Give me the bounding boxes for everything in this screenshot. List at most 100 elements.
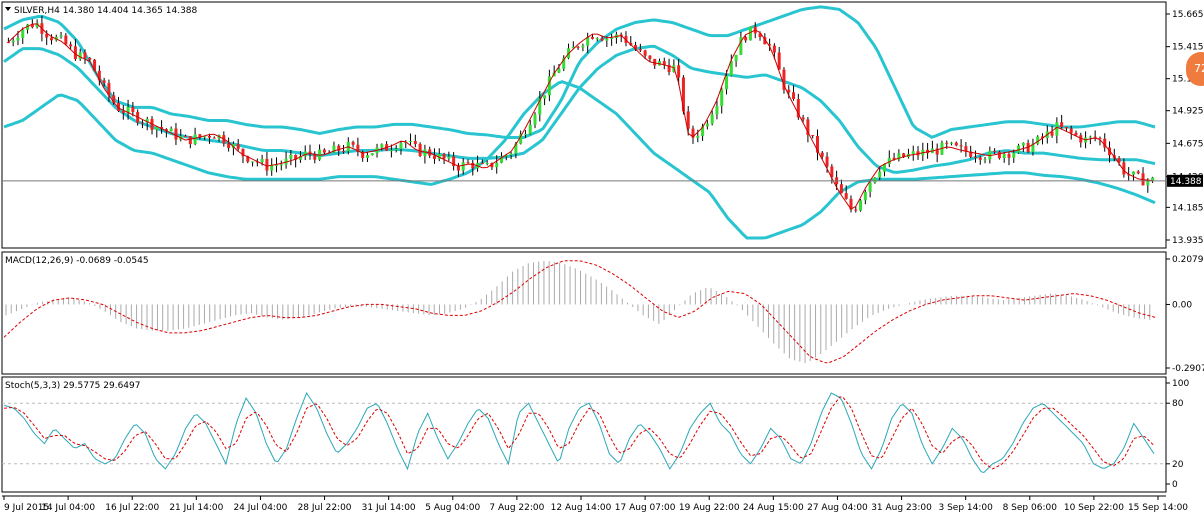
- candle-body: [667, 64, 671, 72]
- price-tick-label: 15.665: [1172, 10, 1204, 20]
- candle-body: [1060, 122, 1064, 128]
- current-price-label-bg: [1167, 174, 1203, 187]
- candle-body: [140, 122, 144, 124]
- candle-body: [792, 92, 796, 100]
- candle-body: [662, 61, 666, 65]
- candle-body: [883, 163, 887, 172]
- candle-body: [490, 162, 494, 168]
- candle-body: [734, 54, 738, 62]
- candle-body: [351, 141, 355, 145]
- candle-body: [1079, 135, 1083, 143]
- candle-body: [69, 44, 73, 47]
- candle-body: [586, 36, 590, 46]
- stoch-tick-label: 0: [1172, 480, 1178, 490]
- candle-body: [83, 52, 87, 59]
- candle-body: [1098, 137, 1102, 139]
- candle-body: [739, 37, 743, 55]
- panel-frame: [1, 251, 1167, 375]
- x-tick-label: 17 Aug 07:00: [615, 503, 676, 513]
- bollinger-upper-band: [3, 5, 1156, 139]
- macd-signal-line: [3, 260, 1157, 364]
- candle-body: [725, 75, 729, 90]
- x-tick-label: 21 Jul 14:00: [169, 503, 223, 513]
- candle-body: [442, 153, 446, 159]
- candle-body: [677, 65, 681, 78]
- signal-badge[interactable]: 72: [1186, 52, 1204, 86]
- candle-body: [380, 144, 384, 148]
- candle-body: [595, 38, 599, 40]
- candle-body: [313, 154, 317, 160]
- candle-body: [126, 107, 130, 113]
- candle-body: [456, 166, 460, 171]
- candle-body: [1074, 132, 1078, 136]
- chevron-down-icon: [5, 7, 11, 11]
- candle-body: [523, 133, 527, 135]
- candle-body: [322, 149, 326, 153]
- candle-body: [782, 69, 786, 90]
- candle-body: [452, 156, 456, 167]
- bollinger-lower-band: [3, 80, 1156, 240]
- candle-body: [720, 89, 724, 107]
- candle-body: [93, 59, 97, 71]
- x-tick-label: 9 Jul 2015: [4, 503, 49, 513]
- candle-body: [547, 76, 551, 96]
- candle-body: [270, 165, 274, 171]
- candle-body: [279, 164, 283, 166]
- candle-body: [356, 144, 360, 152]
- candle-body: [423, 149, 427, 156]
- candle-body: [590, 36, 594, 39]
- candle-body: [88, 58, 92, 60]
- candle-body: [308, 151, 312, 155]
- candle-body: [193, 134, 197, 145]
- candle-body: [863, 191, 867, 201]
- candle-body: [801, 117, 805, 120]
- candle-body: [30, 24, 34, 28]
- candle-body: [145, 118, 149, 123]
- candle-body: [538, 98, 542, 115]
- candle-body: [950, 142, 954, 144]
- candle-body: [342, 150, 346, 152]
- stoch-title: Stoch(5,3,3) 29.5775 29.6497: [5, 381, 140, 391]
- x-tick-label: 7 Aug 22:00: [489, 503, 544, 513]
- candle-body: [1127, 174, 1131, 176]
- candle-body: [758, 33, 762, 38]
- candle-body: [519, 134, 523, 144]
- candle-body: [878, 171, 882, 178]
- candle-body: [112, 95, 116, 103]
- candle-body: [935, 148, 939, 155]
- price-tick-label: 13.935: [1172, 236, 1204, 246]
- candle-body: [978, 157, 982, 160]
- candle-body: [820, 152, 824, 157]
- candle-body: [811, 135, 815, 137]
- candle-body: [1069, 128, 1073, 133]
- candle-body: [361, 151, 365, 158]
- candle-body: [638, 49, 642, 51]
- candle-body: [571, 46, 575, 49]
- candle-body: [763, 37, 767, 45]
- candle-body: [418, 143, 422, 156]
- candle-body: [64, 35, 68, 45]
- candle-body: [959, 145, 963, 147]
- candle-body: [241, 148, 245, 157]
- candle-body: [251, 161, 255, 163]
- candle-body: [557, 68, 561, 73]
- candle-body: [859, 200, 863, 211]
- candle-body: [701, 126, 705, 136]
- x-tick-label: 19 Aug 22:00: [679, 503, 740, 513]
- candle-body: [164, 129, 168, 132]
- candle-body: [184, 135, 188, 137]
- candle-body: [787, 89, 791, 93]
- candle-body: [207, 135, 211, 138]
- candle-body: [471, 162, 475, 169]
- x-tick-label: 31 Aug 23:00: [871, 503, 932, 513]
- candle-body: [830, 166, 834, 178]
- candle-body: [973, 156, 977, 158]
- candle-body: [643, 50, 647, 56]
- candle-body: [236, 144, 240, 149]
- x-tick-label: 12 Aug 14:00: [551, 503, 612, 513]
- candle-body: [509, 153, 513, 156]
- stoch-main-line: [3, 392, 1155, 474]
- candle-body: [45, 33, 49, 38]
- candle-body: [409, 140, 413, 142]
- candle-body: [686, 111, 690, 129]
